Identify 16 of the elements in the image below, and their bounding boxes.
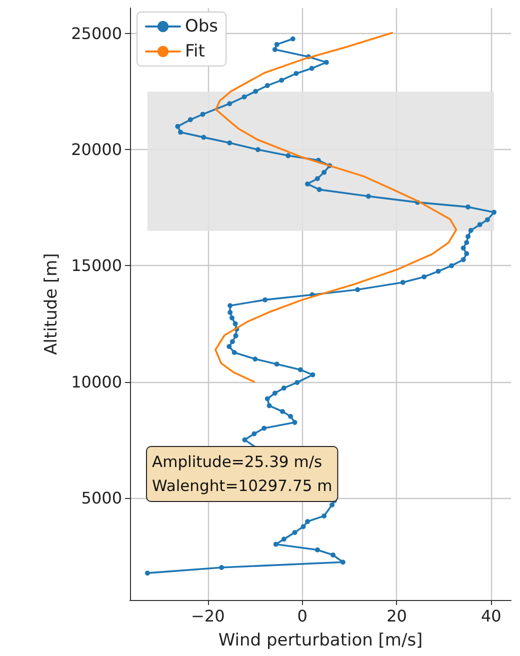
annotation: Amplitude=25.39 m/s	[152, 453, 322, 471]
annotation: Walenght=10297.75 m	[152, 477, 332, 495]
x-tick-label: 20	[386, 606, 407, 626]
x-tick-label: −20	[191, 606, 225, 626]
y-tick-label: 10000	[71, 372, 122, 392]
x-tick-label: 40	[480, 606, 502, 626]
x-tick-label: 0	[297, 606, 308, 626]
legend-label: Obs	[185, 16, 218, 36]
y-tick-label: 20000	[71, 140, 122, 160]
y-tick-label: 5000	[81, 488, 122, 508]
y-tick-label: 25000	[71, 24, 122, 44]
line-series	[214, 32, 458, 383]
y-tick-label: 15000	[71, 256, 122, 276]
legend-label: Fit	[185, 42, 206, 62]
x-axis-title: Wind perturbation [m/s]	[218, 630, 423, 650]
y-axis-title: Altitude [m]	[42, 253, 62, 355]
